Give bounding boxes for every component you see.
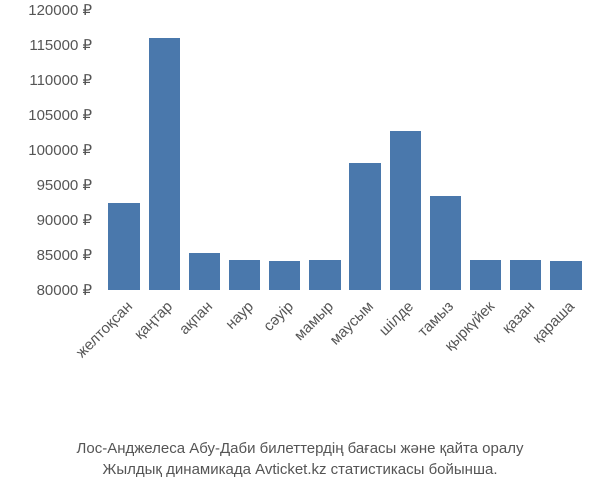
bar-slot	[184, 10, 224, 290]
x-label-slot: сәуір	[265, 292, 305, 442]
bar	[309, 260, 340, 290]
bar-slot	[265, 10, 305, 290]
bar-slot	[144, 10, 184, 290]
y-axis: 80000 ₽85000 ₽90000 ₽95000 ₽100000 ₽1050…	[0, 10, 100, 290]
bar	[108, 203, 139, 291]
bar	[349, 163, 380, 290]
y-tick: 80000 ₽	[37, 281, 92, 299]
bar	[390, 131, 421, 290]
bar-slot	[225, 10, 265, 290]
bar-slot	[425, 10, 465, 290]
x-axis: желтоқсанқаңтарақпаннаурсәуірмамырмаусым…	[100, 292, 590, 442]
bar	[189, 253, 220, 290]
x-label-slot: маусым	[345, 292, 385, 442]
bar-slot	[546, 10, 586, 290]
caption-line-2: Жылдық динамикада Avticket.kz статистика…	[0, 459, 600, 480]
y-tick: 110000 ₽	[29, 71, 92, 89]
bar	[229, 260, 260, 290]
x-label-slot: мамыр	[305, 292, 345, 442]
bar	[550, 261, 581, 290]
x-label-slot: қаңтар	[144, 292, 184, 442]
bar	[430, 196, 461, 290]
x-label-slot: желтоқсан	[104, 292, 144, 442]
x-label-slot: ақпан	[184, 292, 224, 442]
bar	[269, 261, 300, 290]
bar-slot	[305, 10, 345, 290]
y-tick: 115000 ₽	[29, 36, 92, 54]
x-label-slot: шілде	[385, 292, 425, 442]
bar-slot	[466, 10, 506, 290]
bar-slot	[345, 10, 385, 290]
x-label-slot: наур	[225, 292, 265, 442]
x-label-slot: қыркүйек	[466, 292, 506, 442]
y-tick: 100000 ₽	[28, 141, 92, 159]
y-tick: 90000 ₽	[37, 211, 92, 229]
bar	[510, 260, 541, 290]
x-label-slot: қазан	[506, 292, 546, 442]
x-label-slot: тамыз	[425, 292, 465, 442]
x-label: желтоқсан	[73, 298, 136, 361]
bar-slot	[506, 10, 546, 290]
y-tick: 85000 ₽	[37, 246, 92, 264]
bars-container	[100, 10, 590, 290]
y-tick: 105000 ₽	[28, 106, 92, 124]
chart-caption: Лос-Анджелеса Абу-Даби билеттердің бағас…	[0, 438, 600, 480]
plot-area	[100, 10, 590, 290]
x-label: наур	[222, 298, 257, 333]
x-label-slot: қараша	[546, 292, 586, 442]
y-tick: 120000 ₽	[28, 1, 92, 19]
bar	[149, 38, 180, 290]
bar	[470, 260, 501, 290]
x-label: сәуір	[260, 298, 297, 335]
y-tick: 95000 ₽	[37, 176, 92, 194]
bar-slot	[104, 10, 144, 290]
caption-line-1: Лос-Анджелеса Абу-Даби билеттердің бағас…	[0, 438, 600, 459]
price-chart: 80000 ₽ 85000 ₽ 90000 ₽ 95000 ₽ 100000 ₽ 1050…	[0, 10, 600, 500]
bar-slot	[385, 10, 425, 290]
